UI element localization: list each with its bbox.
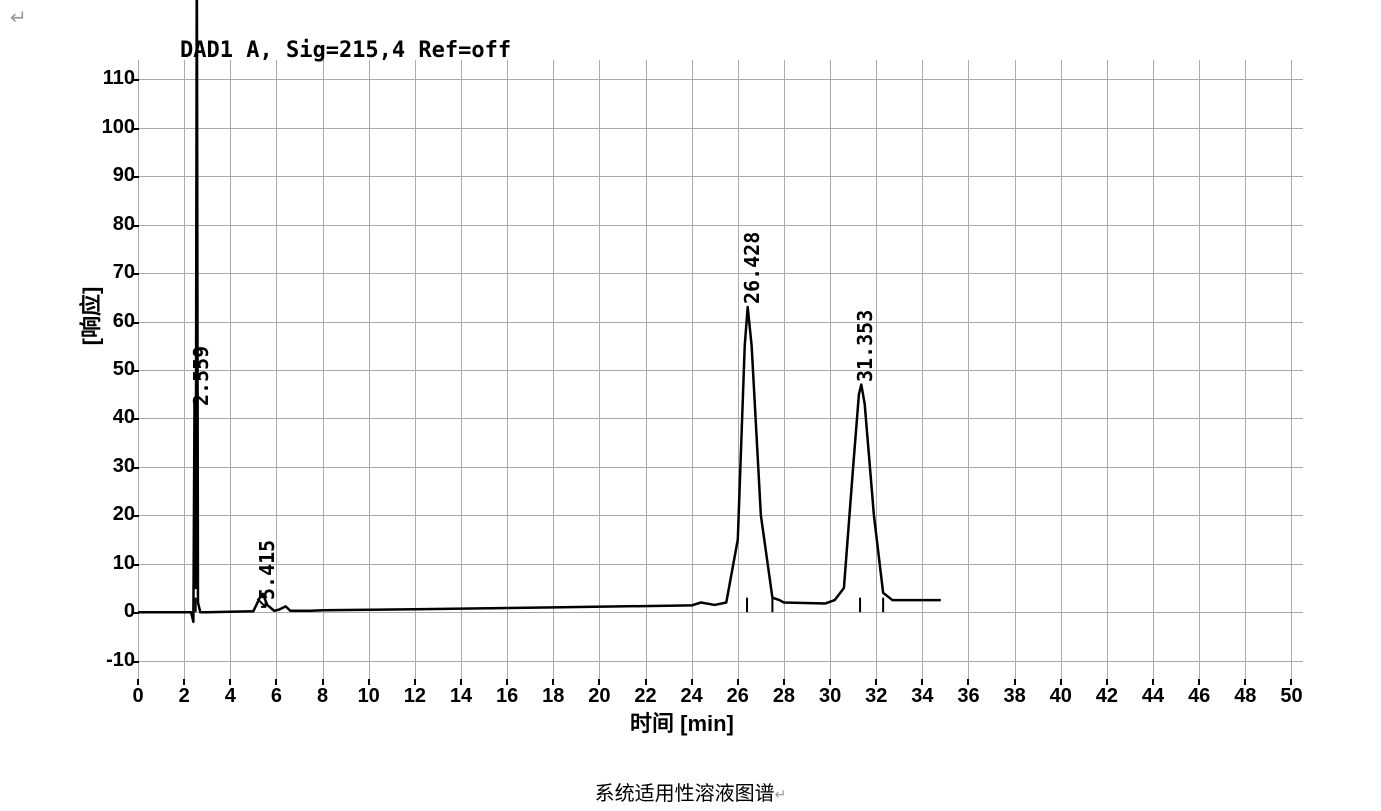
x-tick-label: 12 <box>404 685 426 708</box>
x-tick-label: 24 <box>681 685 703 708</box>
x-tick-label: 30 <box>819 685 841 708</box>
back-arrow-icon: ↵ <box>10 5 27 30</box>
y-tick-label: 100 <box>100 116 135 139</box>
y-tick-label: 60 <box>100 310 135 333</box>
caption-arrow-icon: ↵ <box>775 788 787 803</box>
x-tick-label: 34 <box>911 685 933 708</box>
x-tick-label: 4 <box>225 685 236 708</box>
x-tick-label: 22 <box>634 685 656 708</box>
x-tick-label: 32 <box>865 685 887 708</box>
x-tick-label: 46 <box>1188 685 1210 708</box>
y-tick-label: 110 <box>100 67 135 90</box>
x-tick-label: 16 <box>496 685 518 708</box>
y-tick-label: 80 <box>100 213 135 236</box>
chromatogram-chart: [响应] 时间 [min] -1001020304050607080901001… <box>60 30 1340 750</box>
y-tick-label: 30 <box>100 455 135 478</box>
x-tick-label: 6 <box>271 685 282 708</box>
x-tick-label: 36 <box>957 685 979 708</box>
y-tick-label: 20 <box>100 503 135 526</box>
signal-label: DAD1 A, Sig=215,4 Ref=off <box>180 38 511 63</box>
y-tick-label: 10 <box>100 552 135 575</box>
x-tick-label: 26 <box>727 685 749 708</box>
caption-text: 系统适用性溶液图谱 <box>595 783 775 805</box>
x-tick-label: 44 <box>1142 685 1164 708</box>
y-tick-label: 0 <box>100 600 135 623</box>
x-tick-label: 28 <box>773 685 795 708</box>
peak-label: 2.559 <box>189 346 213 406</box>
y-tick-label: 50 <box>100 358 135 381</box>
x-tick-label: 8 <box>317 685 328 708</box>
chromatogram-trace <box>138 60 1303 680</box>
x-tick-label: 48 <box>1234 685 1256 708</box>
x-tick-label: 2 <box>179 685 190 708</box>
peak-label: 31.353 <box>853 310 877 382</box>
x-tick-label: 42 <box>1096 685 1118 708</box>
x-tick-label: 40 <box>1050 685 1072 708</box>
x-axis-label: 时间 [min] <box>630 706 734 738</box>
y-tick-label: -10 <box>100 649 135 672</box>
x-tick-label: 0 <box>132 685 143 708</box>
x-tick-label: 14 <box>450 685 472 708</box>
x-tick-label: 38 <box>1004 685 1026 708</box>
x-tick-label: 20 <box>588 685 610 708</box>
x-tick-label: 50 <box>1280 685 1302 708</box>
chart-caption: 系统适用性溶液图谱↵ <box>595 777 787 806</box>
y-tick-label: 40 <box>100 406 135 429</box>
peak-label: 26.428 <box>740 232 764 304</box>
x-tick-label: 18 <box>542 685 564 708</box>
x-tick-label: 10 <box>358 685 380 708</box>
peak-label: 5.415 <box>255 540 279 600</box>
y-tick-label: 90 <box>100 164 135 187</box>
y-tick-label: 70 <box>100 261 135 284</box>
